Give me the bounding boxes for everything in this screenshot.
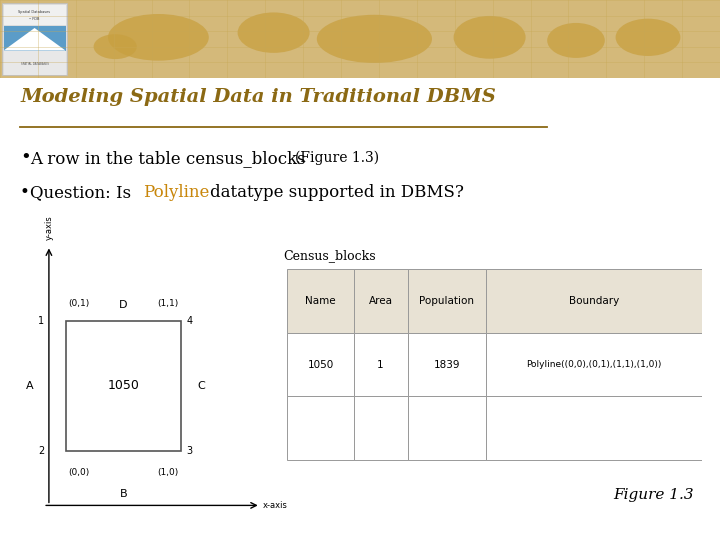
- Text: Figure 1.3: Figure 1.3: [613, 488, 693, 502]
- FancyBboxPatch shape: [408, 396, 486, 460]
- Text: Modeling Spatial Data in Traditional DBMS: Modeling Spatial Data in Traditional DBM…: [20, 89, 496, 106]
- Text: 1: 1: [38, 316, 44, 326]
- Text: D: D: [119, 300, 127, 310]
- Text: Boundary: Boundary: [569, 296, 619, 306]
- Text: datatype supported in DBMS?: datatype supported in DBMS?: [210, 185, 464, 201]
- Ellipse shape: [238, 12, 310, 53]
- Text: 3: 3: [186, 446, 193, 456]
- Text: (1,0): (1,0): [157, 468, 179, 477]
- Ellipse shape: [108, 14, 209, 60]
- Text: Polyline((0,0),(0,1),(1,1),(1,0)): Polyline((0,0),(0,1),(1,1),(1,0)): [526, 360, 662, 369]
- FancyBboxPatch shape: [4, 26, 66, 51]
- Ellipse shape: [94, 34, 137, 59]
- Text: A row in the table census_blocks: A row in the table census_blocks: [30, 150, 305, 167]
- FancyBboxPatch shape: [486, 396, 702, 460]
- Text: •: •: [20, 185, 30, 201]
- Text: Population: Population: [420, 296, 474, 306]
- FancyBboxPatch shape: [2, 3, 67, 75]
- Text: (Figure 1.3): (Figure 1.3): [295, 151, 379, 165]
- Text: 1: 1: [377, 360, 384, 370]
- Ellipse shape: [454, 16, 526, 59]
- Text: 2: 2: [37, 446, 44, 456]
- Text: Census_blocks: Census_blocks: [283, 249, 376, 262]
- Text: SPATIAL DATABASES: SPATIAL DATABASES: [21, 62, 48, 66]
- Text: Area: Area: [369, 296, 392, 306]
- FancyBboxPatch shape: [287, 396, 354, 460]
- Polygon shape: [4, 28, 66, 51]
- Text: C: C: [197, 381, 205, 391]
- FancyBboxPatch shape: [354, 269, 408, 333]
- FancyBboxPatch shape: [486, 269, 702, 333]
- FancyBboxPatch shape: [0, 0, 720, 78]
- Text: •: •: [20, 149, 31, 167]
- FancyBboxPatch shape: [408, 333, 486, 396]
- Text: B: B: [120, 489, 127, 499]
- Text: (1,1): (1,1): [157, 299, 179, 308]
- FancyBboxPatch shape: [354, 396, 408, 460]
- FancyBboxPatch shape: [408, 269, 486, 333]
- Ellipse shape: [547, 23, 605, 58]
- FancyBboxPatch shape: [486, 333, 702, 396]
- Ellipse shape: [317, 15, 432, 63]
- Text: x-axis: x-axis: [263, 501, 288, 510]
- FancyBboxPatch shape: [287, 269, 354, 333]
- Text: Spatial Databases: Spatial Databases: [19, 10, 50, 14]
- Text: 1050: 1050: [107, 379, 139, 393]
- FancyBboxPatch shape: [287, 333, 354, 396]
- Text: Polyline: Polyline: [143, 185, 210, 201]
- Ellipse shape: [616, 19, 680, 56]
- Text: 1050: 1050: [307, 360, 333, 370]
- FancyBboxPatch shape: [4, 5, 66, 25]
- Text: (0,1): (0,1): [68, 299, 89, 308]
- Text: y-axis: y-axis: [45, 215, 53, 240]
- Text: A: A: [26, 381, 33, 391]
- Text: • FDB: • FDB: [30, 17, 40, 22]
- FancyBboxPatch shape: [354, 333, 408, 396]
- Text: 1839: 1839: [433, 360, 460, 370]
- Text: Question: Is: Question: Is: [30, 185, 136, 201]
- Text: 4: 4: [186, 316, 193, 326]
- Text: (0,0): (0,0): [68, 468, 89, 477]
- Text: Name: Name: [305, 296, 336, 306]
- FancyBboxPatch shape: [4, 51, 66, 75]
